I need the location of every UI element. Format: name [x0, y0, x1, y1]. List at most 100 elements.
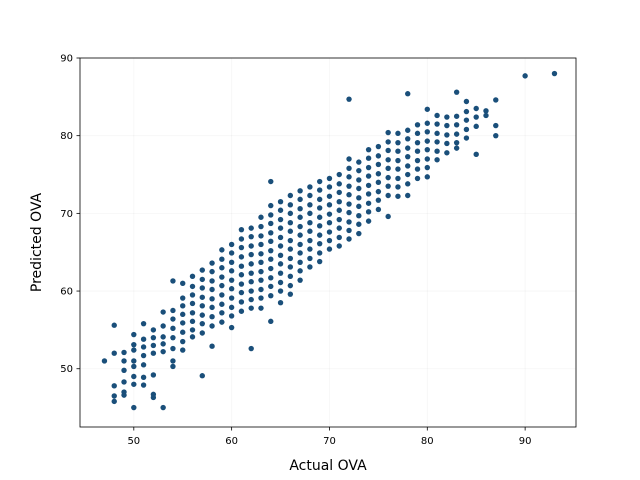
data-point — [228, 304, 235, 311]
data-point — [356, 195, 362, 201]
data-point — [131, 381, 137, 387]
data-point — [444, 122, 450, 129]
data-point — [150, 350, 157, 356]
scatter-points — [101, 70, 558, 411]
data-point — [326, 246, 333, 252]
data-point — [180, 347, 186, 353]
data-point — [268, 283, 274, 290]
data-point — [258, 259, 264, 266]
data-point — [434, 130, 440, 137]
data-point — [189, 273, 196, 279]
data-point — [307, 264, 313, 270]
data-point — [248, 225, 254, 231]
data-point — [277, 207, 284, 213]
data-point — [297, 188, 303, 194]
data-point — [395, 193, 401, 199]
data-point — [463, 126, 470, 133]
data-point — [199, 285, 205, 291]
data-point — [326, 211, 333, 217]
data-point — [336, 234, 342, 241]
data-point — [405, 145, 411, 151]
data-point — [424, 120, 430, 126]
data-point — [238, 281, 245, 287]
data-point — [248, 243, 254, 249]
data-point — [336, 243, 342, 249]
data-point — [453, 145, 460, 151]
data-point — [326, 229, 333, 235]
data-point — [356, 167, 362, 174]
data-point — [121, 392, 127, 398]
data-point — [268, 178, 274, 185]
data-point — [228, 286, 235, 292]
data-point — [111, 398, 117, 405]
data-point — [346, 174, 352, 180]
data-point — [346, 236, 352, 242]
data-point — [405, 136, 411, 142]
y-tick-label: 60 — [60, 287, 73, 298]
data-point — [258, 223, 264, 230]
data-point — [414, 148, 421, 154]
x-tick-label: 90 — [519, 436, 532, 447]
data-point — [199, 294, 205, 300]
data-point — [405, 192, 411, 199]
data-point — [316, 205, 323, 211]
data-point — [375, 143, 382, 150]
data-point — [121, 367, 127, 373]
data-point — [414, 166, 421, 172]
data-point — [277, 252, 284, 259]
data-point — [307, 228, 313, 234]
data-point — [297, 250, 303, 256]
data-point — [414, 139, 421, 146]
data-point — [356, 185, 362, 192]
data-point — [316, 223, 323, 229]
data-point — [238, 263, 245, 269]
data-point — [228, 268, 235, 274]
data-point — [228, 259, 235, 266]
data-point — [277, 270, 284, 276]
data-point — [170, 334, 176, 341]
data-point — [316, 232, 323, 238]
plot-frame — [79, 57, 577, 428]
data-point — [405, 163, 411, 169]
data-point — [297, 223, 303, 230]
data-point — [385, 129, 391, 136]
data-point — [453, 89, 460, 95]
data-point — [316, 187, 323, 193]
data-point — [219, 301, 225, 307]
data-point — [131, 373, 137, 380]
data-point — [209, 260, 215, 266]
data-point — [219, 274, 225, 280]
data-point — [121, 358, 127, 364]
data-point — [375, 153, 382, 159]
data-point — [209, 304, 215, 311]
data-point — [160, 404, 166, 411]
data-point — [424, 106, 430, 112]
data-point — [385, 174, 391, 181]
data-point — [326, 237, 333, 244]
data-point — [111, 393, 117, 399]
data-point — [356, 159, 362, 165]
data-point — [268, 275, 274, 281]
data-point — [189, 334, 196, 340]
data-point — [277, 261, 284, 267]
data-point — [258, 214, 264, 220]
data-point — [140, 374, 147, 380]
data-point — [444, 114, 450, 120]
data-point — [219, 265, 225, 271]
data-point — [140, 362, 147, 368]
data-point — [483, 112, 489, 119]
data-point — [307, 184, 313, 190]
data-point — [434, 112, 440, 119]
data-point — [375, 197, 382, 203]
data-point — [228, 277, 235, 283]
data-point — [307, 192, 313, 199]
data-point — [199, 267, 205, 273]
data-point — [140, 320, 147, 327]
data-point — [219, 247, 225, 253]
data-point — [444, 150, 450, 156]
data-point — [551, 70, 558, 77]
data-point — [365, 173, 372, 179]
data-point — [375, 171, 382, 177]
data-point — [297, 259, 303, 266]
data-point — [277, 234, 284, 241]
